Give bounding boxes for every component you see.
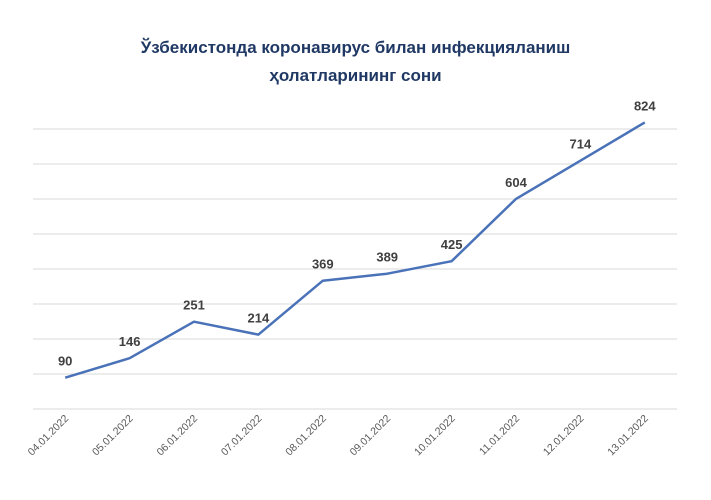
data-label-08.01.2022: 369 — [312, 257, 334, 272]
series-layer — [64, 121, 646, 379]
data-label-06.01.2022: 251 — [183, 298, 205, 313]
data-label-05.01.2022: 146 — [119, 334, 141, 349]
data-label-12.01.2022: 714 — [570, 137, 592, 152]
data-label-13.01.2022: 824 — [634, 98, 656, 113]
data-label-04.01.2022: 90 — [58, 354, 72, 369]
data-label-09.01.2022: 389 — [376, 250, 398, 265]
chart-title-line-2: ҳолатларининг сони — [269, 66, 442, 85]
x-tick-labels: 04.01.2022 05.01.2022 06.01.2022 07.01.2022… — [26, 413, 651, 459]
x-tick-label-13.01.2022: 13.01.2022 — [605, 413, 651, 459]
x-tick-label-09.01.2022: 09.01.2022 — [348, 413, 394, 459]
data-labels: 90 146 251 214 369 389 425 604 714 824 — [58, 98, 656, 368]
x-tick-label-07.01.2022: 07.01.2022 — [219, 413, 265, 459]
x-tick-label-04.01.2022: 04.01.2022 — [26, 413, 72, 459]
x-tick-label-11.01.2022: 11.01.2022 — [477, 413, 522, 458]
gridlines — [33, 128, 677, 410]
x-tick-label-05.01.2022: 05.01.2022 — [90, 413, 136, 459]
data-label-11.01.2022: 604 — [505, 175, 527, 190]
chart-title: Ўзбекистонда коронавирус билан инфекциял… — [0, 34, 711, 90]
x-tick-label-06.01.2022: 06.01.2022 — [154, 413, 200, 459]
chart-title-line-1: Ўзбекистонда коронавирус билан инфекциял… — [140, 38, 571, 57]
data-label-07.01.2022: 214 — [248, 311, 270, 326]
series-line-0 — [64, 121, 646, 379]
x-tick-label-10.01.2022: 10.01.2022 — [412, 413, 458, 459]
data-label-10.01.2022: 425 — [441, 237, 463, 252]
x-tick-label-12.01.2022: 12.01.2022 — [541, 413, 587, 459]
x-tick-label-08.01.2022: 08.01.2022 — [283, 413, 329, 459]
